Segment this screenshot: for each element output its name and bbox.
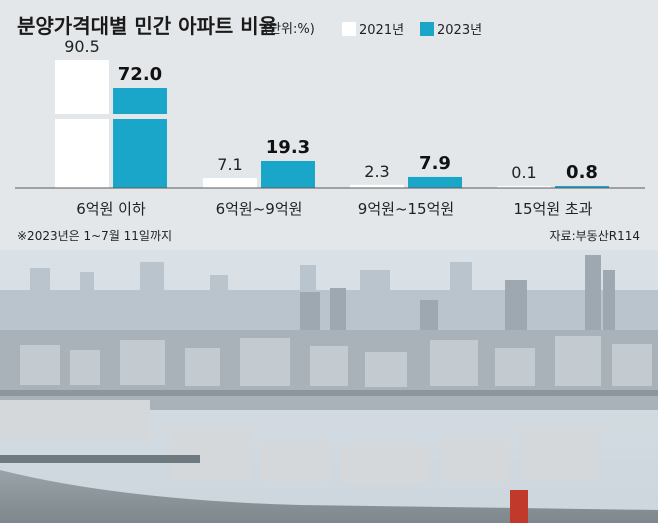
category-label-3: 15억원 초과 (513, 200, 592, 218)
bar-2023-0 (113, 88, 167, 188)
bar-2023-1 (261, 160, 315, 188)
axis-break-0-0 (54, 114, 110, 119)
value-labels-group: 90.5 72.0 7.1 19.3 2.3 7.9 0.1 0.8 (64, 37, 598, 183)
axis-break-1-0 (112, 114, 168, 119)
unit-label: (단위:%) (264, 22, 315, 37)
category-label-1: 6억원~9억원 (216, 200, 303, 218)
source-note: 자료:부동산R114 (550, 229, 641, 243)
value-label-2023-3: 0.8 (566, 162, 598, 183)
value-label-2023-0: 72.0 (118, 64, 162, 85)
legend-swatch-2023 (420, 22, 434, 36)
bar-2023-3 (555, 186, 609, 188)
category-labels-group: 6억원 이하 6억원~9억원 9억원~15억원 15억원 초과 (76, 200, 592, 218)
bars-group (54, 60, 609, 188)
bar-2021-2 (350, 184, 404, 188)
legend-label-2021: 2021년 (359, 23, 404, 38)
category-label-0: 6억원 이하 (76, 200, 146, 218)
value-label-2021-0: 90.5 (64, 37, 100, 56)
bar-2021-0 (55, 60, 109, 188)
value-label-2021-2: 2.3 (364, 162, 389, 181)
chart-title: 분양가격대별 민간 아파트 비율 (17, 14, 277, 38)
bar-2021-3 (497, 186, 551, 188)
category-label-2: 9억원~15억원 (358, 200, 454, 218)
legend-swatch-2021 (342, 22, 356, 36)
footnote: ※2023년은 1~7월 11일까지 (17, 229, 172, 243)
bar-2023-2 (408, 176, 462, 188)
bar-2021-1 (203, 178, 257, 188)
value-label-2021-3: 0.1 (511, 163, 536, 182)
chart-panel (0, 0, 658, 250)
value-label-2023-2: 7.9 (419, 153, 451, 174)
value-label-2021-1: 7.1 (217, 155, 242, 174)
legend-label-2023: 2023년 (437, 23, 482, 38)
value-label-2023-1: 19.3 (266, 137, 310, 158)
